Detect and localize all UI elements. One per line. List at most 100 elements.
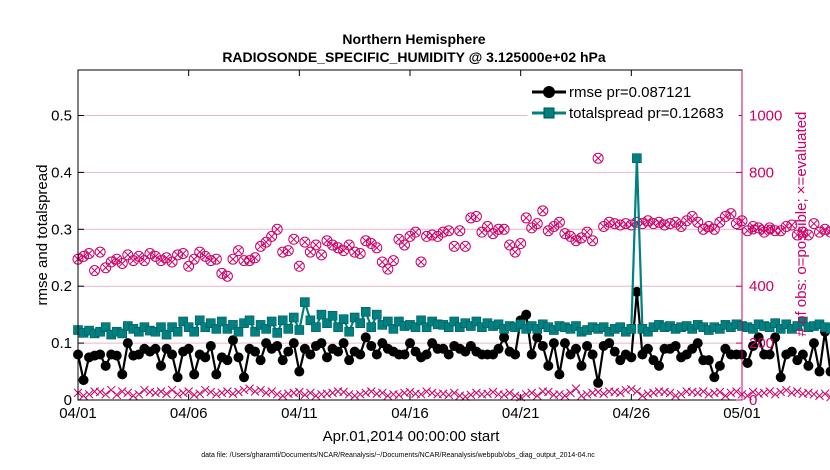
- series-totalspread: [73, 153, 830, 340]
- obs-possible-cross-44: [317, 251, 326, 259]
- rmse-point-15: [156, 360, 166, 371]
- obs-possible-cross-74: [483, 222, 492, 231]
- obs-possible-cross-16: [162, 254, 171, 262]
- obs-evaluated-point-27: [223, 387, 232, 396]
- obs-possible-cross-134: [815, 228, 824, 236]
- y2-axis-label: # of obs: o=possible; ×=evaluated: [793, 112, 810, 337]
- rmse-point-94: [593, 377, 604, 388]
- totalspread-point-31: [244, 315, 255, 326]
- rmse-point-48: [338, 338, 349, 349]
- obs-evaluated-point-78: [505, 388, 514, 398]
- rmse-point-32: [250, 346, 261, 357]
- obs-evaluated-point-23: [200, 385, 210, 395]
- obs-possible-point-8: [116, 257, 128, 269]
- rmse-point-105: [654, 360, 664, 371]
- obs-evaluated-point-43: [311, 391, 321, 401]
- rmse-point-83: [532, 332, 543, 343]
- obs-evaluated-point-102: [638, 391, 647, 401]
- obs-possible-point-70: [459, 240, 471, 252]
- obs-possible-cross-51: [356, 249, 364, 258]
- y2-tick-label-0: 0: [749, 392, 757, 409]
- obs-evaluated-point-16: [162, 389, 171, 399]
- obs-possible-cross-65: [434, 232, 442, 240]
- obs-evaluated-point-90: [571, 384, 581, 393]
- obs-evaluated-point-70: [460, 392, 470, 401]
- obs-evaluated-point-106: [660, 387, 669, 397]
- obs-possible-point-9: [122, 249, 134, 261]
- legend-rmse-marker: [543, 86, 555, 98]
- chart-title: Northern Hemisphere: [342, 31, 485, 47]
- rmse-point-127: [775, 372, 786, 383]
- obs-possible-cross-46: [328, 241, 337, 249]
- obs-evaluated-point-14: [151, 388, 160, 398]
- axes: 04/01 04/06 04/11 04/16 04/21 04/26 05/0100.10…: [51, 70, 782, 422]
- obs-possible-cross-67: [445, 227, 453, 235]
- totalspread-point-18: [172, 326, 183, 337]
- obs-possible-point-83: [531, 218, 543, 230]
- obs-possible-point-33: [255, 240, 267, 252]
- obs-evaluated-point-113: [698, 387, 708, 396]
- obs-evaluated-point-91: [577, 391, 586, 401]
- obs-evaluated-point-26: [217, 388, 227, 398]
- obs-evaluated-point-19: [178, 388, 188, 398]
- rmse-point-27: [222, 355, 233, 366]
- obs-possible-cross-60: [406, 232, 414, 240]
- rmse-point-25: [211, 369, 222, 380]
- obs-evaluated-point-111: [687, 387, 697, 397]
- rmse-point-29: [233, 352, 244, 363]
- rmse-point-122: [748, 340, 759, 351]
- x-tick-label-5: 04/26: [613, 405, 651, 422]
- obs-evaluated-point-50: [350, 391, 360, 401]
- obs-evaluated-point-25: [211, 389, 221, 399]
- obs-possible-point-6: [105, 256, 117, 268]
- obs-possible-point-113: [697, 223, 709, 235]
- totalspread-point-41: [300, 297, 310, 307]
- obs-possible-cross-78: [506, 241, 514, 249]
- obs-possible-point-27: [221, 270, 233, 282]
- obs-possible-point-95: [598, 220, 610, 232]
- obs-possible-point-128: [780, 220, 792, 232]
- totalspread-point-25: [211, 324, 222, 334]
- obs-possible-point-13: [144, 247, 156, 259]
- rmse-point-8: [117, 369, 128, 380]
- obs-possible-point-35: [266, 230, 278, 242]
- totalspread-point-48: [338, 314, 349, 325]
- obs-evaluated-point-66: [438, 389, 448, 399]
- rmse-point-17: [167, 349, 178, 360]
- rmse-point-101: [631, 286, 642, 297]
- obs-possible-point-130: [791, 229, 803, 241]
- totalspread-point-46: [327, 310, 338, 321]
- obs-possible-point-55: [376, 256, 388, 268]
- rmse-point-88: [559, 338, 570, 349]
- obs-possible-cross-25: [212, 255, 220, 263]
- rmse-point-59: [399, 349, 410, 360]
- obs-possible-cross-119: [732, 220, 741, 228]
- obs-possible-cross-4: [96, 248, 104, 256]
- rmse-point-1: [78, 375, 89, 386]
- obs-evaluated-point-11: [134, 389, 144, 399]
- totalspread-point-72: [471, 316, 482, 327]
- obs-evaluated-point-87: [555, 389, 564, 399]
- obs-possible-point-129: [786, 219, 798, 231]
- rmse-point-36: [272, 340, 283, 351]
- obs-possible-cross-89: [566, 232, 575, 240]
- y2-tick-label-1: 200: [749, 335, 774, 352]
- obs-possible-point-39: [288, 233, 300, 245]
- obs-evaluated-point-40: [294, 387, 304, 397]
- obs-possible-point-102: [636, 218, 648, 230]
- obs-evaluated-point-45: [322, 389, 332, 399]
- rmse-point-132: [803, 360, 814, 371]
- obs-possible-cross-41: [301, 238, 309, 246]
- totalspread-point-29: [233, 326, 244, 337]
- obs-possible-point-60: [404, 230, 416, 242]
- obs-evaluated-point-77: [499, 390, 509, 400]
- obs-possible-point-115: [708, 223, 720, 235]
- obs-possible-point-82: [526, 222, 538, 234]
- totalspread-point-61: [410, 322, 421, 332]
- totalspread-point-101: [632, 153, 642, 163]
- obs-evaluated-point-62: [416, 389, 426, 399]
- obs-possible-cross-124: [760, 228, 768, 236]
- obs-possible-cross-75: [489, 230, 497, 238]
- obs-possible-cross-19: [179, 249, 187, 258]
- obs-possible-point-53: [365, 238, 377, 250]
